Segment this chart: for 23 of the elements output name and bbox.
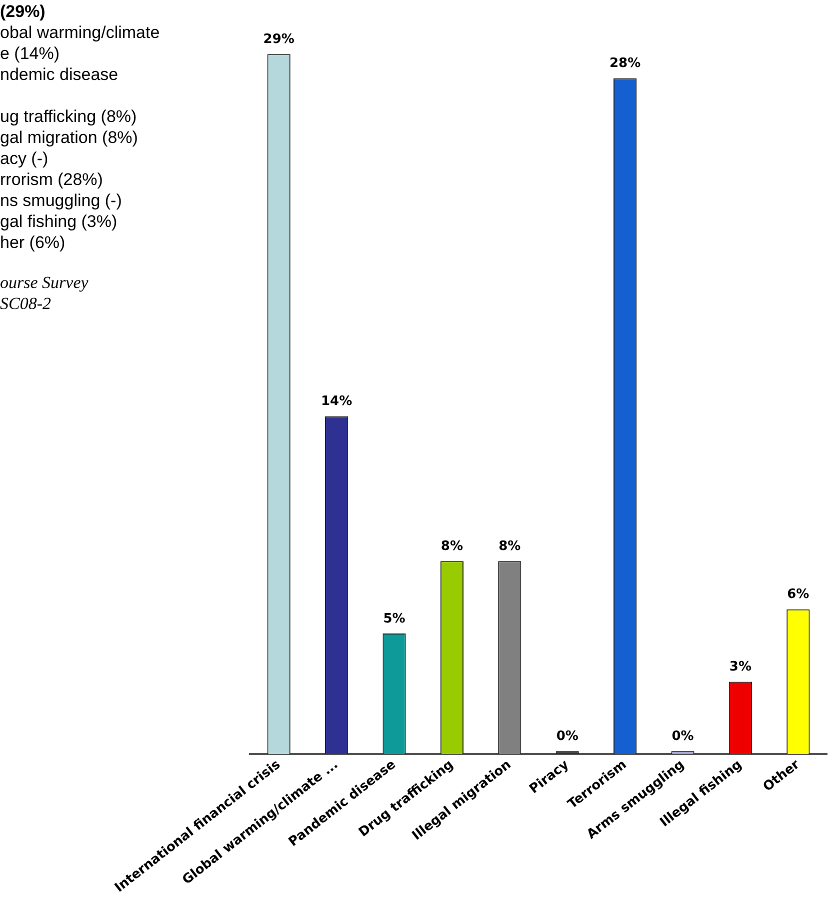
data-label: 14% xyxy=(320,394,352,410)
text: obal warming/climate xyxy=(0,22,161,43)
data-label: 8% xyxy=(440,538,463,554)
text: acy (-) xyxy=(0,148,50,169)
data-label: 0% xyxy=(556,729,578,744)
text: ns smuggling (-) xyxy=(0,190,123,211)
data-label: 0% xyxy=(672,729,694,744)
text: ug trafficking (8%) xyxy=(0,106,138,127)
text: e (14%) xyxy=(0,43,61,64)
data-label: 28% xyxy=(609,56,641,72)
data-label: 6% xyxy=(787,587,810,602)
data-label: 3% xyxy=(729,660,752,675)
text: (29%) xyxy=(0,1,46,22)
text: gal fishing (3%) xyxy=(0,211,118,232)
text: rrorism (28%) xyxy=(0,169,104,190)
text: gal migration (8%) xyxy=(0,127,139,148)
data-label: 8% xyxy=(498,538,521,554)
data-label: 5% xyxy=(383,611,406,626)
data-label: 29% xyxy=(263,32,294,48)
text: her (6%) xyxy=(0,232,66,253)
text: SC08-2 xyxy=(0,293,52,314)
text: ndemic disease xyxy=(0,64,120,85)
text: ourse Survey xyxy=(0,272,90,293)
